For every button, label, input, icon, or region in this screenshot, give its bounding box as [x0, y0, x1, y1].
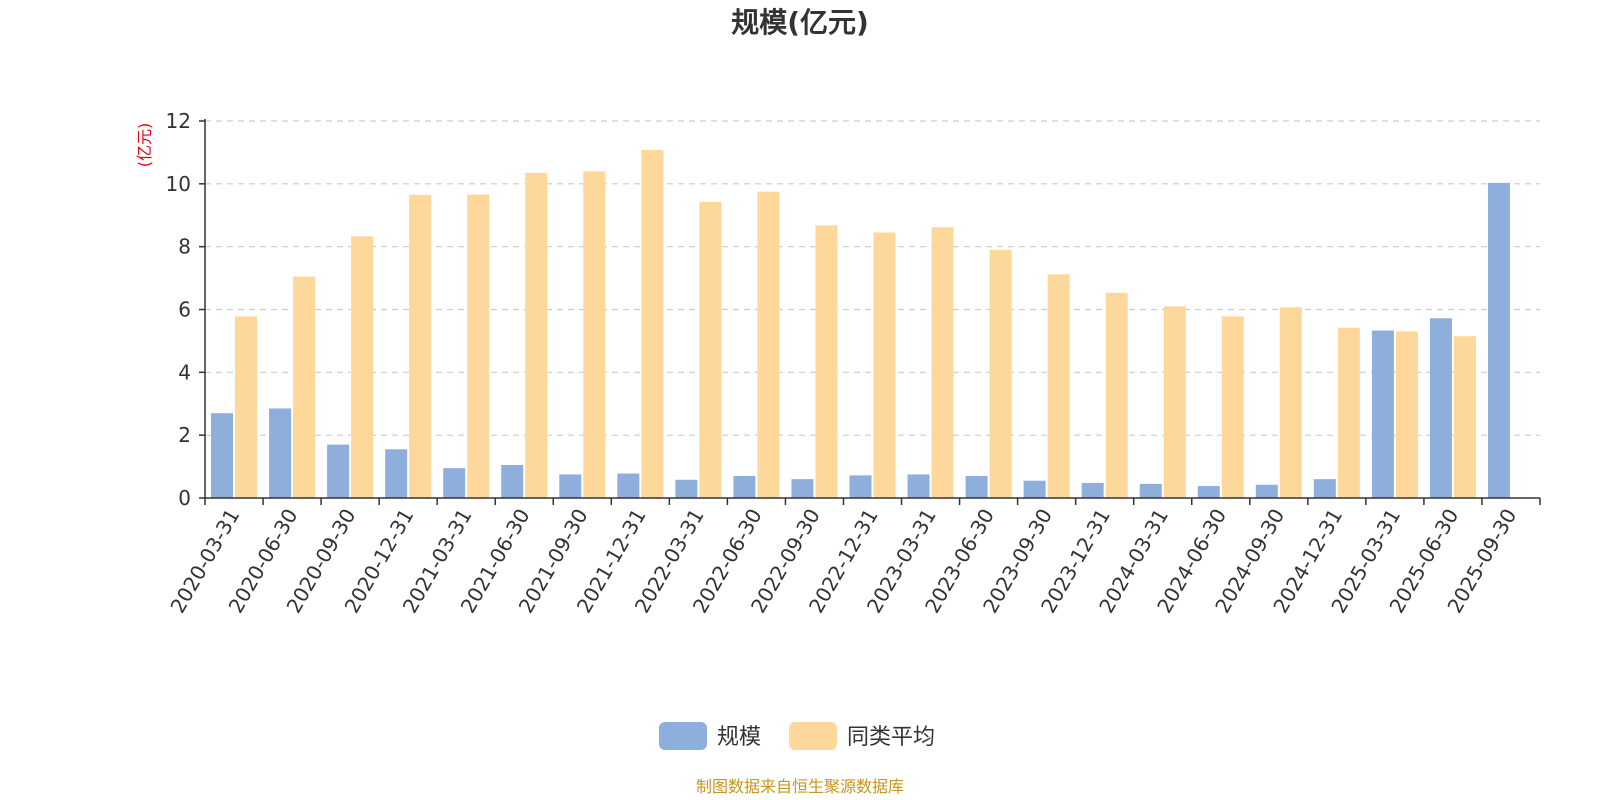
bar-scale — [675, 479, 698, 498]
bar-scale — [1197, 486, 1220, 498]
bar-peer-average — [1453, 336, 1476, 498]
y-tick-label: 2 — [178, 423, 191, 447]
bar-peer-average — [351, 236, 374, 498]
bar-peer-average — [1395, 331, 1418, 498]
bar-scale — [1371, 330, 1394, 498]
bar-scale — [791, 479, 814, 498]
bar-peer-average — [467, 194, 490, 498]
bar-peer-average — [293, 276, 316, 498]
bar-scale — [1255, 484, 1278, 498]
bar-scale — [1429, 318, 1452, 498]
legend: 规模 同类平均 — [659, 722, 935, 750]
bar-peer-average — [409, 194, 432, 498]
bar-peer-average — [699, 202, 722, 498]
legend-label: 规模 — [717, 725, 761, 750]
bar-peer-average — [1337, 327, 1360, 498]
bar-scale — [269, 408, 292, 498]
bar-peer-average — [989, 249, 1012, 498]
bar-peer-average — [641, 149, 664, 499]
x-axis-ticks: 2020-03-312020-06-302020-09-302020-12-31… — [165, 498, 1541, 617]
y-tick-label: 10 — [166, 172, 191, 196]
bar-peer-average — [1163, 306, 1186, 498]
bar-scale — [443, 468, 466, 498]
y-tick-label: 6 — [178, 298, 191, 322]
axes — [204, 119, 1540, 499]
bar-scale — [907, 474, 930, 498]
bar-peer-average — [757, 191, 780, 498]
y-tick-label: 0 — [178, 486, 191, 510]
bar-peer-average — [815, 225, 838, 498]
chart-title: 规模(亿元) — [731, 6, 869, 39]
bar-scale — [385, 449, 408, 498]
bar-scale — [1487, 182, 1510, 498]
bar-peer-average — [583, 171, 606, 498]
bar-peer-average — [235, 316, 258, 498]
legend-swatch — [789, 722, 837, 750]
bar-peer-average — [1221, 316, 1244, 498]
bar-peer-average — [931, 227, 954, 498]
y-tick-label: 4 — [178, 360, 191, 384]
legend-label: 同类平均 — [847, 725, 935, 750]
bar-scale — [501, 465, 524, 498]
bar-peer-average — [1279, 307, 1302, 498]
bar-scale — [617, 473, 640, 498]
bars — [211, 149, 1510, 499]
bar-scale — [733, 476, 756, 498]
bar-peer-average — [1047, 274, 1070, 498]
bar-scale — [1081, 482, 1104, 498]
y-tick-label: 8 — [178, 235, 191, 259]
bar-scale — [965, 476, 988, 498]
y-axis-unit-label: (亿元) — [135, 123, 154, 168]
legend-swatch — [659, 722, 707, 750]
y-tick-label: 12 — [166, 109, 191, 133]
bar-scale — [559, 474, 582, 498]
bar-peer-average — [873, 232, 896, 498]
bar-peer-average — [1105, 292, 1128, 498]
data-source-note: 制图数据来自恒生聚源数据库 — [696, 777, 904, 796]
bar-scale — [1313, 479, 1336, 498]
bar-peer-average — [525, 172, 548, 498]
y-axis-ticks: 0 2 4 6 8 10 12 — [166, 109, 205, 510]
bar-scale — [1023, 480, 1046, 498]
bar-scale — [211, 413, 234, 498]
bar-scale — [1139, 483, 1162, 498]
bar-scale — [327, 444, 350, 498]
bar-scale — [849, 475, 872, 498]
